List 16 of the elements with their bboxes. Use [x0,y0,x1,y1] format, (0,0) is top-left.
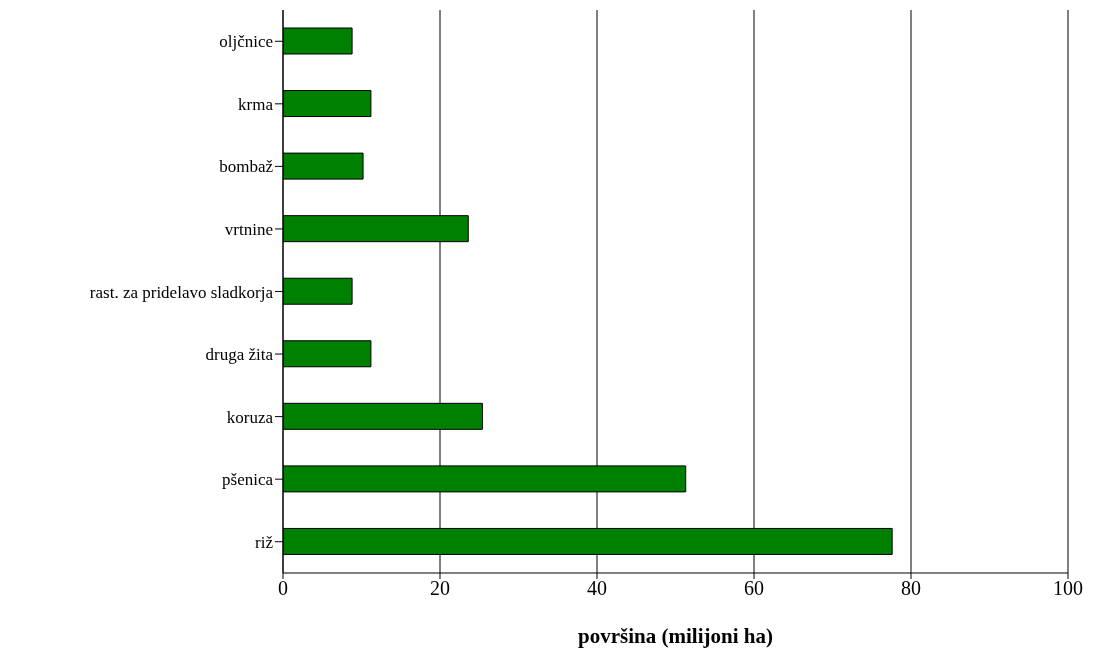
y-tick-label: vrtnine [224,219,273,239]
x-tick-label: 80 [901,577,921,600]
x-tick-label: 0 [278,577,288,600]
x-axis-title: površina (milijoni ha) [578,624,773,648]
x-tick-label: 20 [430,577,450,600]
y-tick-label: rast. za pridelavo sladkorja [89,282,274,302]
y-tick-label: krma [238,94,274,114]
y-tick-label: oljčnice [219,32,273,52]
x-tick-label: 60 [744,577,764,600]
y-tick-label: pšenica [222,470,274,490]
y-tick-label: riž [255,532,274,552]
y-tick-label: druga žita [205,345,274,365]
y-tick-label: koruza [226,407,274,427]
y-tick-label: bombaž [219,157,274,177]
x-tick-label: 40 [587,577,607,600]
x-tick-label: 100 [1053,577,1083,600]
